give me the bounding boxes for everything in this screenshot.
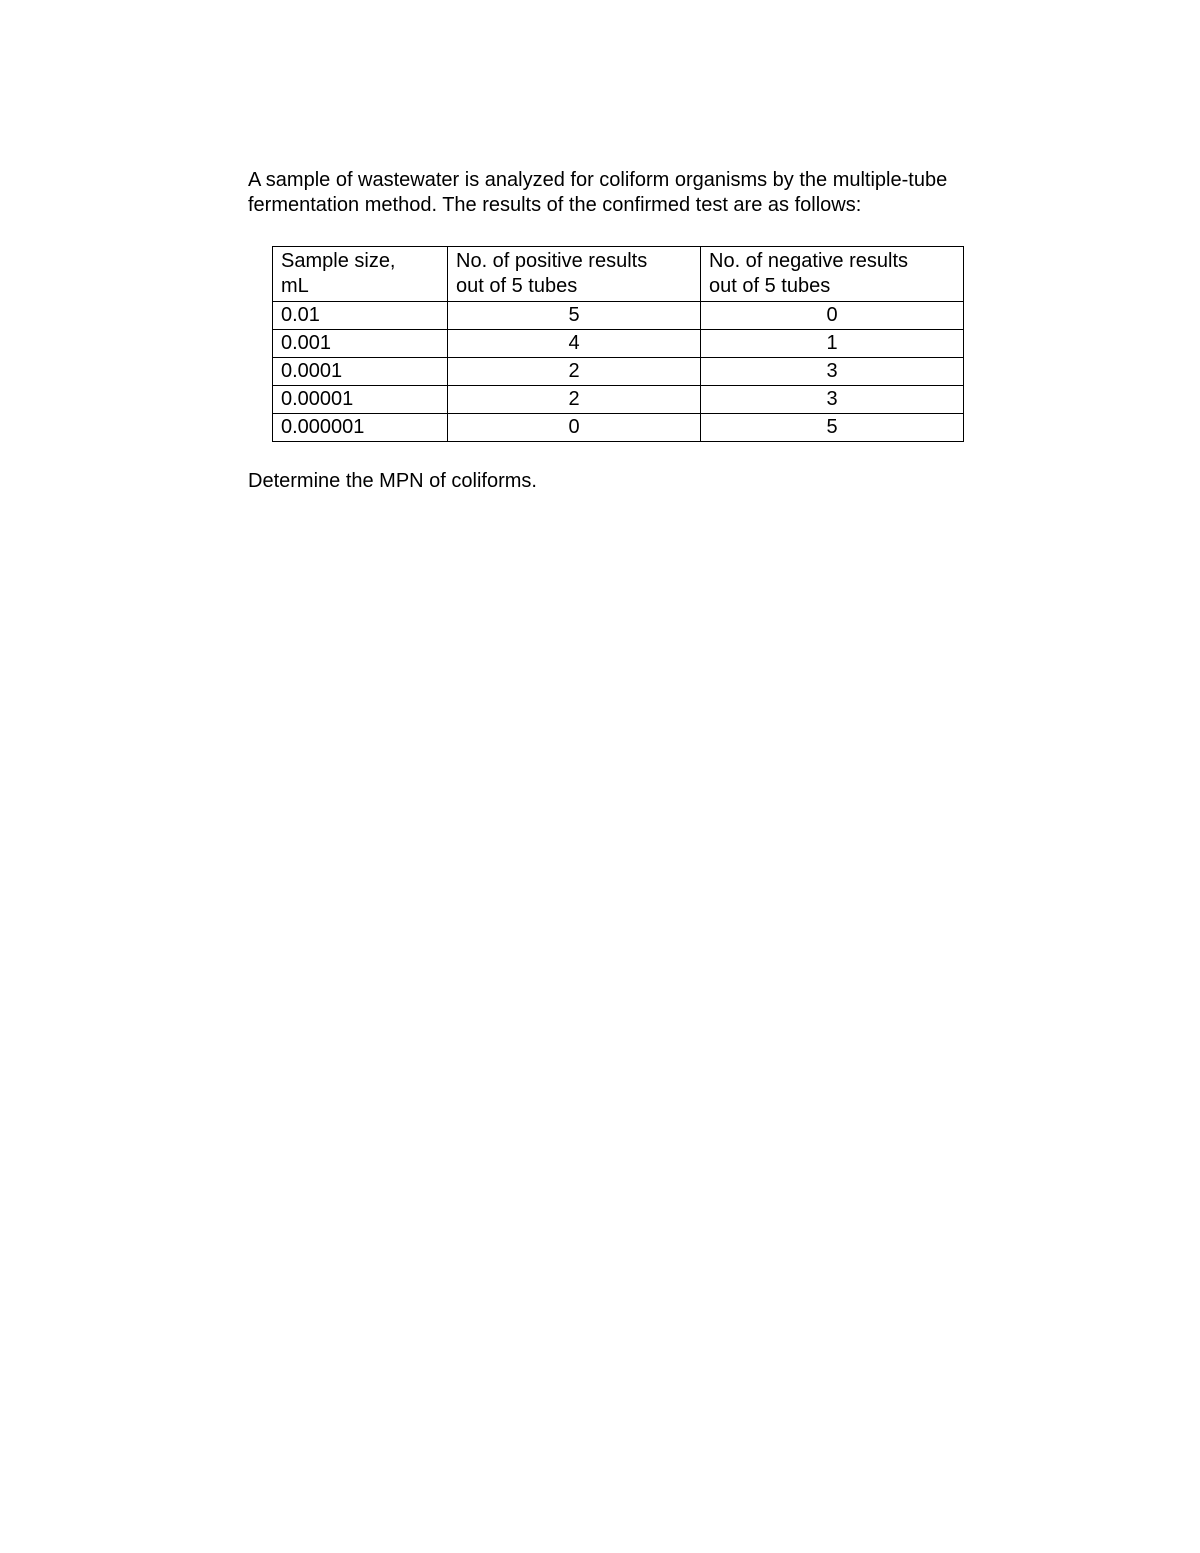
cell-negative: 1 xyxy=(701,330,964,358)
cell-negative: 3 xyxy=(701,386,964,414)
page: A sample of wastewater is analyzed for c… xyxy=(0,0,1200,1553)
cell-positive: 4 xyxy=(448,330,701,358)
cell-negative: 5 xyxy=(701,414,964,442)
col-header-line2: mL xyxy=(281,275,309,297)
cell-sample-size: 0.00001 xyxy=(273,386,448,414)
cell-positive: 2 xyxy=(448,358,701,386)
cell-sample-size: 0.01 xyxy=(273,302,448,330)
col-header-negative: No. of negative results out of 5 tubes xyxy=(701,247,964,302)
col-header-line2: out of 5 tubes xyxy=(456,275,577,297)
cell-sample-size: 0.0001 xyxy=(273,358,448,386)
table-row: 0.000001 0 5 xyxy=(273,414,964,442)
col-header-positive: No. of positive results out of 5 tubes xyxy=(448,247,701,302)
table-row: 0.00001 2 3 xyxy=(273,386,964,414)
question-prompt: Determine the MPN of coliforms. xyxy=(248,470,1020,493)
col-header-line1: No. of positive results xyxy=(456,250,647,272)
cell-positive: 2 xyxy=(448,386,701,414)
table-row: 0.001 4 1 xyxy=(273,330,964,358)
cell-positive: 5 xyxy=(448,302,701,330)
col-header-line1: Sample size, xyxy=(281,250,396,272)
table-row: 0.0001 2 3 xyxy=(273,358,964,386)
col-header-line2: out of 5 tubes xyxy=(709,275,830,297)
table-header-row: Sample size, mL No. of positive results … xyxy=(273,247,964,302)
results-table: Sample size, mL No. of positive results … xyxy=(272,246,964,442)
cell-negative: 3 xyxy=(701,358,964,386)
table-row: 0.01 5 0 xyxy=(273,302,964,330)
col-header-line1: No. of negative results xyxy=(709,250,908,272)
cell-positive: 0 xyxy=(448,414,701,442)
problem-statement: A sample of wastewater is analyzed for c… xyxy=(248,168,988,218)
cell-sample-size: 0.001 xyxy=(273,330,448,358)
col-header-sample-size: Sample size, mL xyxy=(273,247,448,302)
cell-sample-size: 0.000001 xyxy=(273,414,448,442)
cell-negative: 0 xyxy=(701,302,964,330)
